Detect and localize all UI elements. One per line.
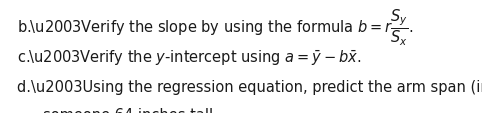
Text: b.\u2003Verify the slope by using the formula $b = r\dfrac{S_y}{S_x}$.: b.\u2003Verify the slope by using the fo… (17, 8, 413, 48)
Text: c.\u2003Verify the $y$-intercept using $a = \bar{y} - b\bar{x}$.: c.\u2003Verify the $y$-intercept using $… (17, 49, 361, 67)
Text: someone 64 inches tall.: someone 64 inches tall. (43, 107, 218, 113)
Text: d.\u2003Using the regression equation, predict the arm span (in centimeters) for: d.\u2003Using the regression equation, p… (17, 79, 482, 94)
